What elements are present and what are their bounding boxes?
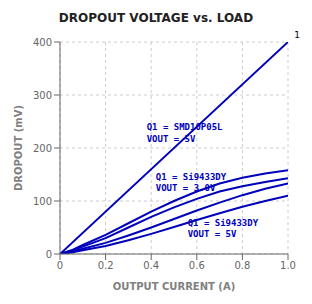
svg-text:VOUT = 3.0V: VOUT = 3.0V (156, 183, 216, 193)
svg-text:0: 0 (46, 249, 52, 260)
svg-text:0.4: 0.4 (143, 260, 159, 271)
svg-text:DROPOUT (mV): DROPOUT (mV) (13, 105, 24, 191)
html-text:DROPOUT VOLTAGE vs. LOAD: DROPOUT VOLTAGE vs. LOAD (58, 11, 254, 25)
html-text:1: 1 (294, 30, 300, 40)
svg-text:Q1 = Si9433DY: Q1 = Si9433DY (156, 172, 227, 182)
svg-text:0.8: 0.8 (234, 260, 250, 271)
svg-text:100: 100 (33, 196, 52, 207)
svg-text:1.0: 1.0 (280, 260, 296, 271)
svg-text:400: 400 (33, 37, 52, 48)
svg-text:0.2: 0.2 (98, 260, 114, 271)
svg-text:Q1 = Si9433DY: Q1 = Si9433DY (188, 218, 259, 228)
svg-text:OUTPUT CURRENT (A): OUTPUT CURRENT (A) (113, 281, 235, 292)
svg-text:VOUT = 5V: VOUT = 5V (188, 229, 237, 239)
svg-text:0: 0 (57, 260, 63, 271)
svg-text:VOUT = 5V: VOUT = 5V (147, 134, 196, 144)
svg-text:300: 300 (33, 90, 52, 101)
svg-text:0.6: 0.6 (189, 260, 205, 271)
svg-text:200: 200 (33, 143, 52, 154)
svg-text:Q1 = SMD10P05L: Q1 = SMD10P05L (147, 122, 223, 132)
